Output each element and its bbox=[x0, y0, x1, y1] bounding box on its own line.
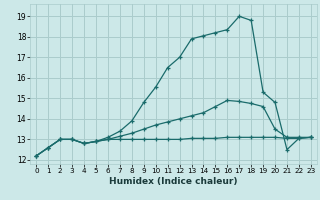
X-axis label: Humidex (Indice chaleur): Humidex (Indice chaleur) bbox=[109, 177, 238, 186]
